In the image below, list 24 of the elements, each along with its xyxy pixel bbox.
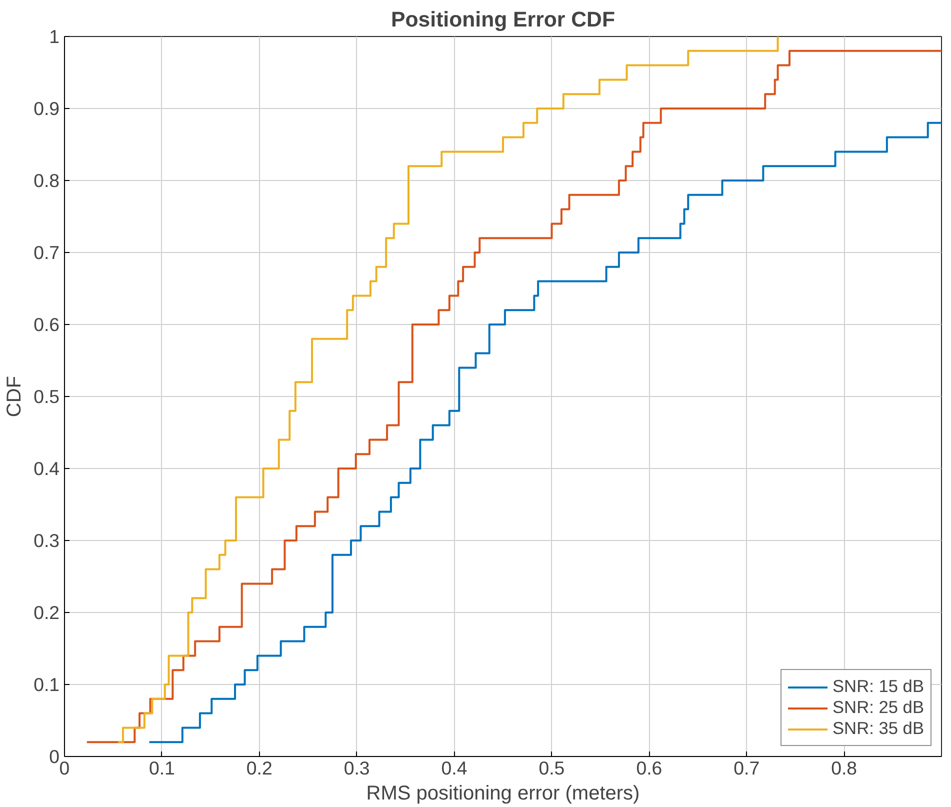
x-tick-label: 0.7 bbox=[734, 758, 760, 778]
y-tick-label: 0.3 bbox=[34, 530, 60, 551]
y-axis-title: CDF bbox=[4, 376, 26, 418]
x-tick-label: 0.5 bbox=[538, 758, 565, 778]
x-tick-label: 0.3 bbox=[344, 758, 370, 778]
y-tick-label: 0.1 bbox=[34, 674, 60, 695]
y-tick-label: 0.8 bbox=[34, 170, 60, 191]
y-tick-label: 0.4 bbox=[34, 458, 60, 479]
y-tick-label: 0.9 bbox=[34, 98, 60, 119]
y-tick-label: 0.7 bbox=[34, 242, 60, 263]
x-tick-label: 0.1 bbox=[148, 758, 175, 778]
legend-label: SNR: 25 dB bbox=[832, 697, 924, 718]
x-tick-label: 0.2 bbox=[246, 758, 272, 778]
x-axis-title: RMS positioning error (meters) bbox=[366, 782, 640, 804]
legend-label: SNR: 35 dB bbox=[832, 718, 924, 739]
y-tick-label: 0.6 bbox=[34, 314, 60, 335]
y-tick-label: 0.5 bbox=[34, 386, 60, 407]
y-tick-label: 0.2 bbox=[34, 602, 60, 623]
x-tick-label: 0.4 bbox=[441, 758, 468, 778]
x-tick-label: 0.6 bbox=[636, 758, 662, 778]
y-tick-label: 1 bbox=[49, 26, 60, 47]
legend-label: SNR: 15 dB bbox=[832, 676, 924, 697]
chart-title: Positioning Error CDF bbox=[391, 8, 615, 32]
x-tick-label: 0.8 bbox=[831, 758, 858, 778]
